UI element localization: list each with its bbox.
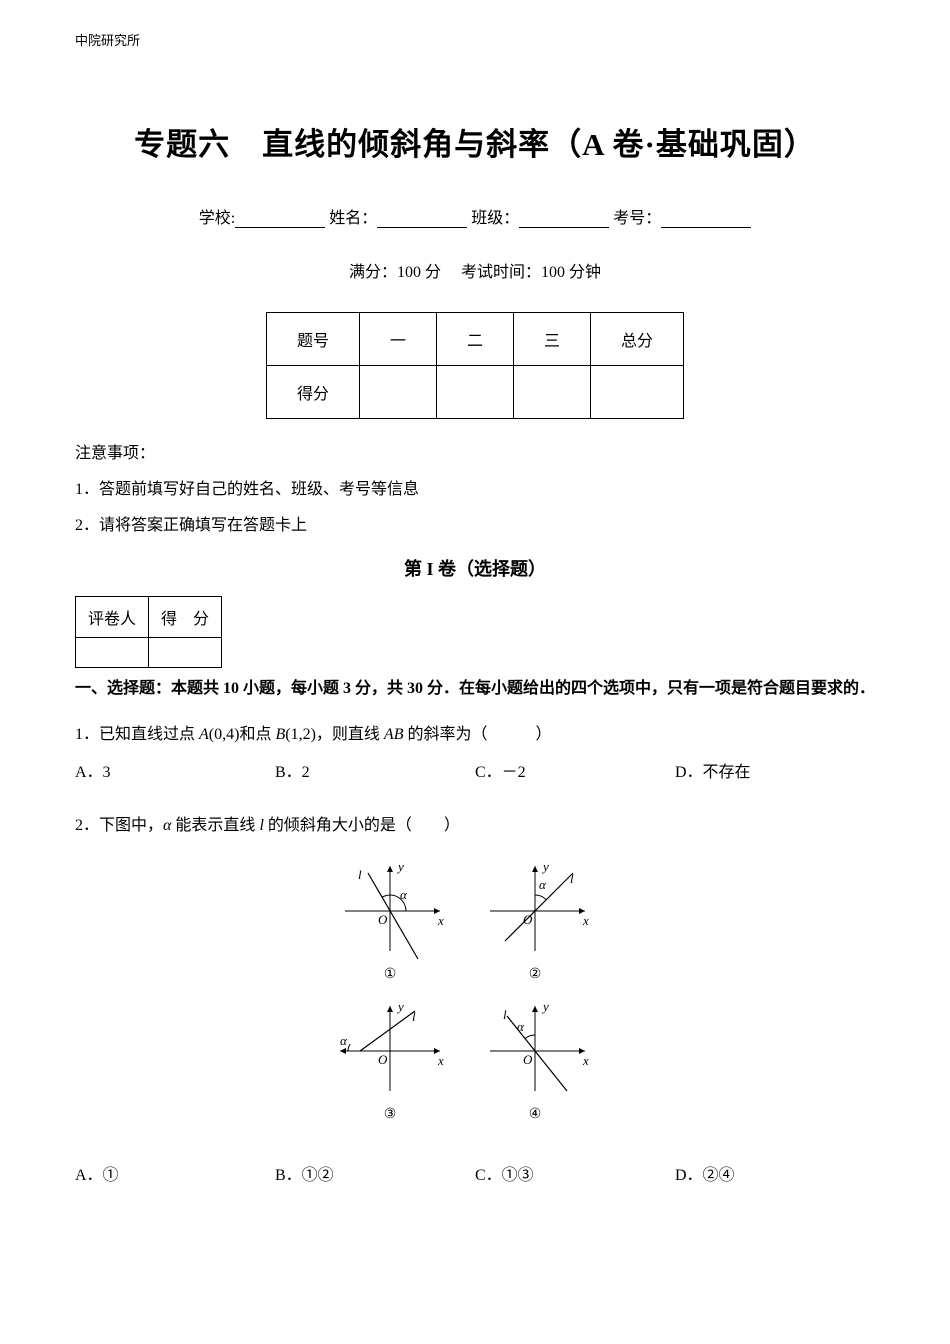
table-row — [76, 638, 222, 668]
grader-blank[interactable] — [149, 638, 222, 668]
header-org: 中院研究所 — [75, 30, 875, 49]
number-label: 考号： — [613, 210, 661, 227]
axis-x-label: x — [437, 1053, 444, 1068]
subplot-id-3: ③ — [384, 1107, 397, 1122]
section-desc: 一、选择题：本题共 10 小题，每小题 3 分，共 30 分．在每小题给出的四个… — [75, 671, 875, 706]
score-header-3: 三 — [514, 313, 591, 366]
axis-y-label: y — [541, 999, 549, 1014]
origin-label: O — [523, 1052, 533, 1067]
axis-y-label: y — [396, 859, 404, 874]
line-label: l — [412, 1009, 416, 1024]
grader-left: 评卷人 — [76, 597, 149, 638]
notes-item-2: 2．请将答案正确填写在答题卡上 — [75, 511, 875, 535]
subplot-id-2: ② — [529, 967, 542, 982]
score-header-0: 题号 — [266, 313, 359, 366]
part1-title: 第 I 卷（选择题） — [75, 555, 875, 581]
option-b[interactable]: B．2 — [275, 758, 475, 782]
option-d[interactable]: D．不存在 — [675, 758, 875, 782]
question-2-text: 2．下图中，α 能表示直线 l 的倾斜角大小的是（ ） — [75, 817, 460, 834]
class-label: 班级： — [471, 210, 519, 227]
origin-label: O — [378, 1052, 388, 1067]
score-header-1: 一 — [359, 313, 436, 366]
axis-y-label: y — [396, 999, 404, 1014]
angle-label: α — [517, 1019, 525, 1034]
line-label: l — [358, 867, 362, 882]
angle-label: α — [539, 877, 547, 892]
option-b[interactable]: B．①② — [275, 1161, 475, 1185]
question-2-options: A．① B．①② C．①③ D．②④ — [75, 1161, 875, 1185]
line-label: l — [570, 871, 574, 886]
angle-label: α — [340, 1033, 348, 1048]
score-header-2: 二 — [436, 313, 513, 366]
score-cell[interactable] — [514, 366, 591, 419]
number-blank[interactable] — [661, 210, 751, 228]
option-c[interactable]: C．①③ — [475, 1161, 675, 1185]
grader-right: 得 分 — [149, 597, 222, 638]
score-cell[interactable] — [591, 366, 684, 419]
option-d[interactable]: D．②④ — [675, 1161, 875, 1185]
exam-meta: 满分：100 分 考试时间：100 分钟 — [75, 258, 875, 282]
school-blank[interactable] — [235, 210, 325, 228]
name-blank[interactable] — [377, 210, 467, 228]
subplot-id-4: ④ — [529, 1107, 542, 1122]
score-header-4: 总分 — [591, 313, 684, 366]
notes-item-1: 1．答题前填写好自己的姓名、班级、考号等信息 — [75, 475, 875, 499]
info-line: 学校: 姓名： 班级： 考号： — [75, 204, 875, 228]
option-a[interactable]: A．① — [75, 1161, 275, 1185]
notes-title: 注意事项： — [75, 439, 875, 463]
name-label: 姓名： — [329, 210, 377, 227]
axis-x-label: x — [437, 913, 444, 928]
table-row: 题号 一 二 三 总分 — [266, 313, 683, 366]
axis-y-label: y — [541, 859, 549, 874]
question-1-options: A．3 B．2 C．－2 D．不存在 — [75, 758, 875, 782]
table-row: 得分 — [266, 366, 683, 419]
origin-label: O — [523, 912, 533, 927]
grader-table: 评卷人 得 分 — [75, 596, 222, 668]
question-1: 1．已知直线过点 A(0,4)和点 B(1,2)，则直线 AB 的斜率为（ ） — [75, 721, 875, 750]
score-cell[interactable] — [436, 366, 513, 419]
grader-blank[interactable] — [76, 638, 149, 668]
axis-x-label: x — [582, 1053, 589, 1068]
school-label: 学校: — [199, 210, 235, 227]
q2-diagram: x y O α l ① x y O α l ② — [75, 856, 875, 1141]
option-c[interactable]: C．－2 — [475, 758, 675, 782]
line-label: l — [503, 1007, 507, 1022]
question-1-text: 1．已知直线过点 A(0,4)和点 B(1,2)，则直线 AB 的斜率为（ ） — [75, 726, 551, 743]
q2-diagram-svg: x y O α l ① x y O α l ② — [325, 856, 625, 1136]
option-a[interactable]: A．3 — [75, 758, 275, 782]
subplot-id-1: ① — [384, 967, 397, 982]
score-cell[interactable] — [359, 366, 436, 419]
axis-x-label: x — [582, 913, 589, 928]
table-row: 评卷人 得 分 — [76, 597, 222, 638]
question-2: 2．下图中，α 能表示直线 l 的倾斜角大小的是（ ） — [75, 812, 875, 841]
origin-label: O — [378, 912, 388, 927]
angle-label: α — [400, 887, 408, 902]
score-table: 题号 一 二 三 总分 得分 — [266, 312, 684, 419]
class-blank[interactable] — [519, 210, 609, 228]
main-title: 专题六 直线的倾斜角与斜率（A 卷·基础巩固） — [75, 119, 875, 164]
score-row-label: 得分 — [266, 366, 359, 419]
